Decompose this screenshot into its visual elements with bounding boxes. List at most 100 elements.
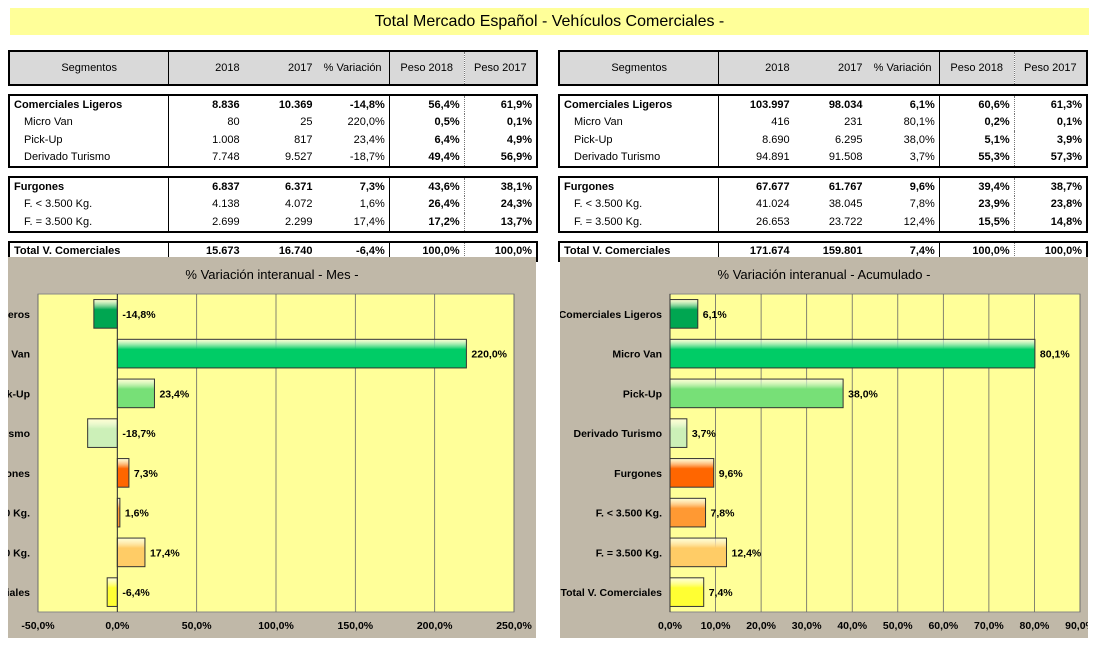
chart-title: % Variación interanual - Mes - (185, 267, 359, 282)
cell-var: 80,1% (903, 116, 935, 129)
table-row: Derivado Turismo 94.891 91.508 3,7% 55,3% 57,… (558, 148, 1088, 168)
cell-p2017: 24,3% (463, 195, 538, 213)
bar (116, 537, 146, 568)
column-header: Segmentos (8, 50, 169, 86)
cell-v2017: 231 (844, 116, 863, 129)
cell-p2018: 23,9% (938, 195, 1015, 213)
cell-var: 17,4% (316, 213, 390, 233)
cell-v2018: 94.891 (718, 148, 794, 168)
cell-v2018: 6.837 (168, 176, 244, 196)
x-tick-label: 60,0% (928, 620, 958, 632)
segment-label: Comerciales Ligeros (558, 94, 719, 114)
x-tick-label: 70,0% (974, 620, 1004, 632)
segment-label: Furgones (8, 176, 169, 196)
data-label: 7,4% (709, 587, 734, 599)
table-row: Micro Van 80 25 220,0% 0,5% 0,1% (8, 113, 538, 131)
data-label: -18,7% (122, 428, 156, 440)
bar-chart-svg: 0,0% 10,0% 20,0% 30,0% 40,0% 50,0% 60,0% 70,0% 8… (560, 293, 1088, 632)
table-row: Derivado Turismo 7.748 9.527 -18,7% 49,4% 56,… (8, 148, 538, 168)
category-label: Comerciales Ligeros (560, 309, 662, 321)
cell-v2017: 23.722 (793, 213, 867, 233)
data-label: 17,4% (150, 547, 180, 559)
cell-v2017: 98.034 (793, 94, 867, 114)
cell-p2017: 38,1% (463, 176, 538, 196)
category-label: F. < 3.500 Kg. (596, 508, 662, 520)
cell-v2017: 4.072 (284, 198, 313, 211)
cell-v2017: 61.767 (793, 176, 867, 196)
segment-label: Pick-Up (558, 131, 719, 149)
bar (116, 338, 467, 369)
bar (116, 378, 155, 409)
column-header: 2017 (243, 50, 317, 86)
table-row: Micro Van 416 231 80,1% 0,2% 0,1% (558, 113, 1088, 131)
cell-v2018: 1.008 (168, 131, 244, 149)
segment-label: Micro Van (8, 113, 169, 131)
category-label: Pick-Up (8, 388, 30, 400)
x-tick-label: -50,0% (21, 620, 55, 632)
cell-p2017: 3,9% (1013, 131, 1088, 149)
bar (669, 497, 707, 528)
table-row: Comerciales Ligeros 8.836 10.369 -14,8% 56,4… (8, 94, 538, 114)
bar (93, 299, 118, 329)
chart-variacion-mes: % Variación interanual - Mes - -50,0% 0,0… (8, 257, 536, 638)
cell-p2018: 0,5% (388, 113, 465, 131)
data-label: -14,8% (122, 309, 156, 321)
x-tick-label: 200,0% (417, 620, 453, 632)
cell-p2017: 38,7% (1013, 176, 1088, 196)
cell-v2018: 7.748 (168, 148, 244, 168)
cell-v2017: 91.508 (793, 148, 867, 168)
category-label: Furgones (8, 468, 30, 480)
cell-var: 23,4% (353, 133, 385, 146)
data-label: -6,4% (122, 587, 150, 599)
cell-p2017: 0,1% (1013, 113, 1088, 131)
cell-v2017: 9.527 (243, 148, 317, 168)
column-header: 2018 (168, 50, 244, 86)
category-label: Micro Van (8, 349, 30, 361)
data-label: 80,1% (1040, 349, 1070, 361)
cell-v2018: 8.690 (718, 131, 794, 149)
cell-var: 38,0% (903, 133, 935, 146)
category-label: F. < 3.500 Kg. (8, 508, 30, 520)
bar (106, 577, 118, 607)
segment-label: Derivado Turismo (8, 148, 169, 168)
bar-chart-svg: -50,0% 0,0% 50,0% 100,0% 150,0% 200,0% 250,0% -… (8, 293, 532, 632)
cell-p2018: 100,0% (388, 240, 465, 262)
bar (87, 418, 118, 448)
column-header: 2018 (718, 50, 794, 86)
table-acumulado: Segmentos 2018 2017% Variación Peso 2018 Pes… (558, 50, 1088, 262)
cell-v2017: 10.369 (243, 94, 317, 114)
x-tick-label: 100,0% (258, 620, 294, 632)
cell-p2018: 6,4% (388, 131, 465, 149)
cell-var: 6,1% (866, 94, 940, 114)
cell-var: 12,4% (866, 213, 940, 233)
table-row: Pick-Up 1.008 817 23,4% 6,4% 4,9% (8, 131, 538, 149)
segment-label: F. = 3.500 Kg. (558, 213, 719, 233)
cell-p2018: 17,2% (388, 213, 465, 233)
cell-v2017: 2.299 (243, 213, 317, 233)
column-header: % Variación (316, 50, 390, 86)
data-label: 7,8% (711, 508, 736, 520)
cell-v2018: 416 (718, 113, 794, 131)
category-label: Total V. Comerciales (8, 587, 30, 599)
segment-label: F. < 3.500 Kg. (8, 195, 169, 213)
cell-p2018: 26,4% (388, 195, 465, 213)
table-row: Comerciales Ligeros 103.997 98.034 6,1% 60,6… (558, 94, 1088, 114)
x-tick-label: 30,0% (792, 620, 822, 632)
data-label: 38,0% (848, 388, 878, 400)
segment-label: Comerciales Ligeros (8, 94, 169, 114)
column-header: 2017 (793, 50, 867, 86)
cell-var: 220,0% (347, 116, 385, 129)
category-label: Furgones (614, 468, 662, 480)
cell-v2018: 41.024 (718, 195, 794, 213)
cell-v2018: 8.836 (168, 94, 244, 114)
cell-p2017: 14,8% (1013, 213, 1088, 233)
segment-label: F. < 3.500 Kg. (558, 195, 719, 213)
cell-p2018: 43,6% (388, 176, 465, 196)
cell-p2017: 4,9% (463, 131, 538, 149)
category-label: F. = 3.500 Kg. (8, 547, 30, 559)
data-label: 3,7% (692, 428, 717, 440)
cell-v2018: 2.699 (168, 213, 244, 233)
bar (669, 338, 1036, 369)
bar (669, 577, 705, 607)
table-row: F. < 3.500 Kg. 41.024 38.045 7,8% 23,9% 23,8% (558, 195, 1088, 213)
